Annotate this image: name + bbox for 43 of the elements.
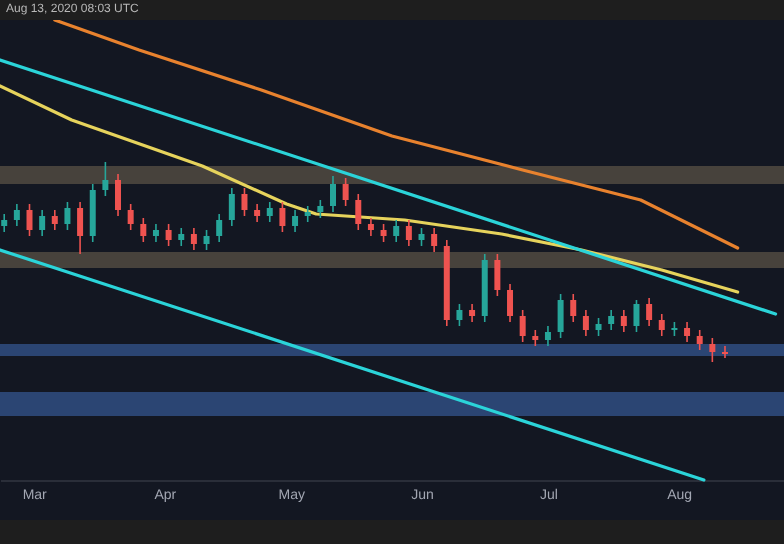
candlestick — [77, 201, 84, 255]
candlestick — [342, 177, 349, 207]
candlestick — [684, 321, 691, 343]
candlestick — [165, 223, 172, 247]
candlestick — [456, 303, 463, 327]
candlestick — [633, 299, 640, 333]
candlestick — [646, 297, 653, 327]
candlestick — [39, 209, 46, 237]
candlestick — [140, 217, 147, 243]
candlestick — [102, 161, 109, 197]
candlestick — [557, 293, 564, 339]
candlestick — [13, 203, 20, 227]
candlestick — [608, 309, 615, 331]
candlestick — [64, 201, 71, 231]
candlestick — [266, 201, 273, 223]
candlestick — [709, 337, 716, 363]
candlestick — [405, 219, 412, 247]
candlestick — [519, 309, 526, 343]
candlestick — [115, 173, 122, 217]
candlestick — [190, 227, 197, 251]
candlestick — [431, 227, 438, 253]
candlestick — [393, 219, 400, 243]
candlestick — [279, 201, 286, 233]
candlestick — [329, 175, 336, 213]
candlestick — [292, 209, 299, 233]
candlestick — [216, 213, 223, 243]
candlestick — [89, 183, 96, 243]
candlestick — [127, 203, 134, 231]
candlestick — [494, 253, 501, 297]
candlestick — [241, 187, 248, 217]
candlestick — [620, 309, 627, 333]
candlestick — [51, 209, 58, 231]
candlestick — [570, 293, 577, 323]
candlestick — [658, 313, 665, 337]
candlestick — [26, 203, 33, 237]
candlestick — [696, 329, 703, 351]
candlestick — [507, 283, 514, 323]
candlestick — [582, 309, 589, 337]
candlestick — [544, 325, 551, 347]
candlestick — [203, 229, 210, 251]
candlestick — [721, 345, 728, 359]
candlestick — [355, 193, 362, 231]
candlestick — [228, 187, 235, 227]
